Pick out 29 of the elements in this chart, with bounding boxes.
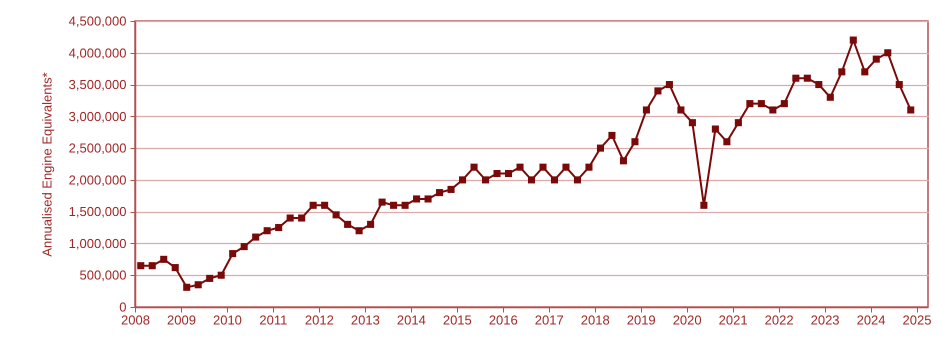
y-tick-label: 3,000,000 — [68, 108, 126, 124]
x-tick-label: 2023 — [810, 312, 840, 328]
y-tick-label: 3,500,000 — [68, 77, 126, 92]
y-tick-label: 1,500,000 — [68, 204, 126, 220]
x-tick-label: 2016 — [488, 312, 518, 328]
y-tick-label: 0 — [119, 300, 126, 314]
x-tick-label: 2021 — [718, 312, 748, 328]
y-tick-label: 2,000,000 — [68, 172, 126, 188]
x-tick-label: 2019 — [626, 312, 656, 328]
x-tick-label: 2011 — [259, 312, 288, 328]
y-axis-title: Annualised Engine Equivalents* — [40, 72, 55, 257]
x-tick-label: 2009 — [167, 312, 196, 328]
x-tick-label: 2025 — [902, 312, 932, 328]
x-tick-label: 2024 — [856, 312, 886, 328]
x-tick-label: 2020 — [672, 312, 702, 328]
x-tick-label: 2013 — [350, 312, 380, 328]
x-tick-label: 2014 — [396, 312, 426, 328]
y-tick-label: 4,000,000 — [68, 45, 126, 60]
x-tick-label: 2015 — [442, 312, 472, 328]
y-tick-label: 1,000,000 — [68, 236, 126, 251]
x-tick-label: 2010 — [212, 312, 242, 328]
x-tick-label: 2018 — [580, 312, 610, 328]
x-tick-label: 2022 — [764, 312, 794, 328]
x-tick-label: 2017 — [534, 312, 564, 328]
x-tick-label: 2008 — [121, 312, 150, 328]
y-tick-label: 2,500,000 — [68, 140, 126, 156]
y-tick-label: 500,000 — [80, 268, 126, 283]
y-tick-label: 4,500,000 — [68, 14, 126, 28]
x-tick-label: 2012 — [304, 312, 334, 328]
